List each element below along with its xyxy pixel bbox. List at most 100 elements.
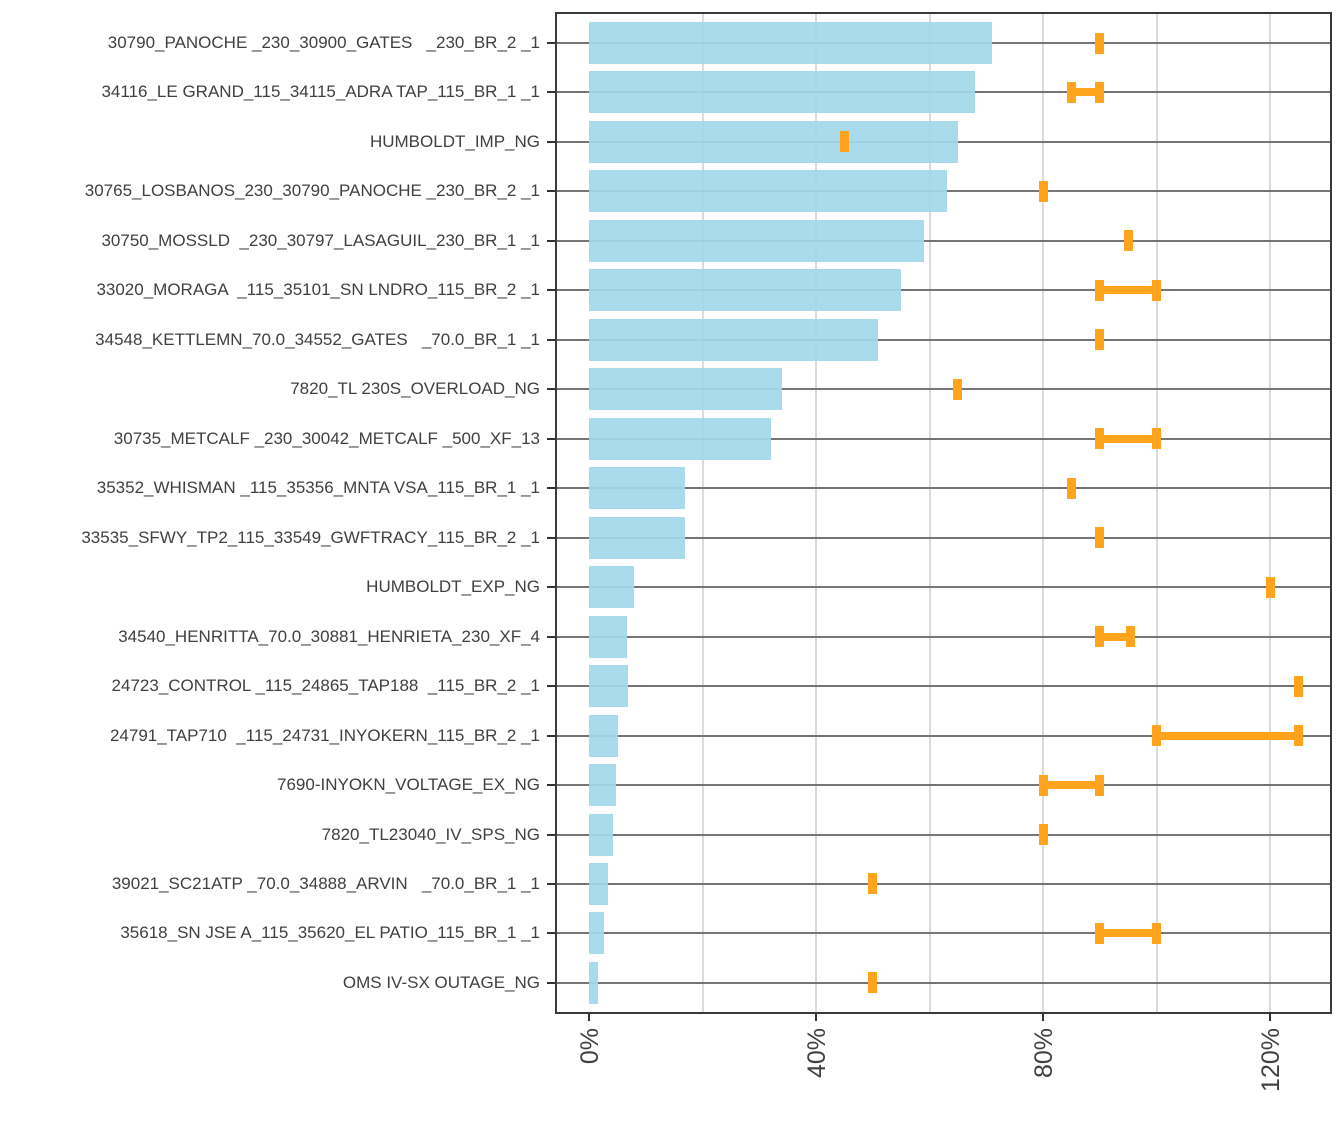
marker-point-tick [1095,527,1105,549]
bar [589,961,599,1004]
h-gridline [557,437,1330,440]
marker-point-tick [953,378,963,400]
h-gridline [557,635,1330,638]
marker-range-end-tick [1095,81,1105,103]
marker-range-end-tick [1038,774,1048,796]
category-label: 34540_HENRITTA_70.0_30881_HENRIETA_230_X… [118,626,540,646]
h-gridline [557,784,1330,787]
v-gridline [815,14,817,1012]
y-axis-tick [547,981,556,984]
category-label: 7820_TL23040_IV_SPS_NG [321,824,540,844]
bar [589,813,613,856]
bar [589,862,608,905]
marker-point-tick [868,972,878,994]
h-gridline [557,338,1330,341]
bar [589,71,975,114]
bar [589,22,992,64]
category-label: HUMBOLDT_EXP_NG [366,577,540,597]
marker-point-tick [1293,675,1303,697]
marker-range-end-tick [1152,428,1161,450]
y-axis-tick [547,536,556,539]
bar [589,219,924,262]
marker-point-tick [1038,180,1048,202]
category-label: HUMBOLDT_IMP_NG [369,131,540,151]
bar [589,912,605,955]
x-axis-tick [588,1012,590,1021]
bar [589,368,782,411]
marker-range-connector [1069,88,1102,97]
marker-range-connector [1097,286,1159,295]
y-axis-tick [547,882,556,885]
h-gridline [557,289,1330,292]
bar [589,764,616,807]
category-label: 34548_KETTLEMN_70.0_34552_GATES _70.0_BR… [95,329,540,349]
marker-range-connector [1154,731,1301,740]
marker-point-tick [1066,477,1076,499]
marker-point-tick [1095,32,1105,54]
bar [589,120,958,163]
marker-range-end-tick [1066,81,1076,103]
bar [589,566,635,609]
marker-range-end-tick [1152,725,1161,747]
h-gridline [557,882,1330,885]
v-gridline [701,14,704,1012]
h-gridline [557,685,1330,688]
y-axis-tick [547,487,556,490]
y-axis-tick [547,685,556,688]
x-axis-tick [1042,1012,1044,1021]
h-gridline [557,833,1330,836]
h-gridline [557,586,1330,589]
y-axis-tick [547,388,556,391]
marker-point-tick [1265,576,1275,598]
h-gridline [557,239,1330,242]
y-axis-tick [547,42,556,44]
category-label: 7690-INYOKN_VOLTAGE_EX_NG [277,775,540,795]
bar [589,714,618,757]
x-tick-label: 40% [803,1028,831,1079]
h-gridline [557,981,1330,984]
y-axis-tick [547,289,556,292]
marker-range-end-tick [1095,922,1105,944]
marker-range-connector [1097,929,1159,938]
bar [589,516,686,559]
bar [589,318,879,361]
y-axis-tick [547,635,556,638]
bar [589,615,628,658]
v-gridline [928,14,931,1012]
marker-range-end-tick [1095,428,1105,450]
y-axis-tick [547,833,556,836]
y-axis-tick [547,140,556,143]
v-gridline [1269,14,1271,1012]
marker-point-tick [1123,230,1133,252]
h-gridline [557,536,1330,539]
category-label: 33535_SFWY_TP2_115_33549_GWFTRACY_115_BR… [81,527,540,547]
marker-range-end-tick [1095,774,1105,796]
category-label: 24723_CONTROL _115_24865_TAP188 _115_BR_… [111,676,540,696]
bar [589,417,771,460]
category-label: 39021_SC21ATP _70.0_34888_ARVIN _70.0_BR… [111,873,540,893]
x-axis-tick [1269,1012,1271,1021]
y-axis-tick [547,784,556,787]
v-gridline [1042,14,1044,1012]
x-tick-label: 80% [1030,1028,1058,1079]
marker-range-end-tick [1095,626,1105,648]
h-gridline [557,932,1330,935]
category-label: OMS IV-SX OUTAGE_NG [342,972,540,992]
bar [589,467,686,510]
h-gridline [557,734,1330,737]
category-label: 24791_TAP710 _115_24731_INYOKERN_115_BR_… [109,725,540,745]
y-axis-tick [547,932,556,935]
marker-range-end-tick [1152,279,1161,301]
y-axis-tick [547,91,556,94]
bar [589,170,947,213]
marker-point-tick [868,873,878,895]
y-axis-tick [547,586,556,589]
marker-range-end-tick [1293,725,1303,747]
x-tick-label: 120% [1257,1028,1285,1092]
marker-range-end-tick [1152,922,1161,944]
marker-range-end-tick [1095,279,1105,301]
x-tick-label: 0% [576,1028,604,1065]
category-label: 30750_MOSSLD _230_30797_LASAGUIL_230_BR_… [101,230,540,250]
category-label: 33020_MORAGA _115_35101_SN LNDRO_115_BR_… [96,280,540,300]
h-gridline [557,487,1330,490]
